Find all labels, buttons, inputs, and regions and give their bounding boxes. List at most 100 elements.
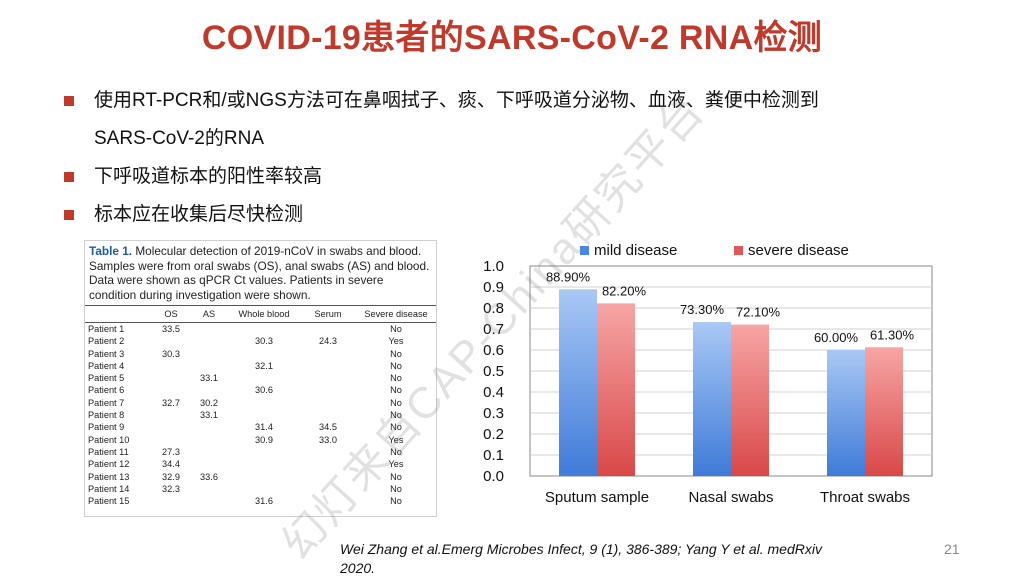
table-cell: 32.7 bbox=[162, 397, 180, 408]
table-cell: 32.9 bbox=[162, 471, 180, 482]
table-cell: No bbox=[390, 385, 402, 396]
chart-labels: 0.0 0.1 0.2 0.3 0.4 0.5 0.6 0.7 0.8 0.9 1.0 88.90% 8… bbox=[483, 258, 914, 506]
data-label: 72.10% bbox=[736, 305, 781, 320]
patient-name-cell: Patient 6 bbox=[88, 385, 125, 396]
table-row: Patient 1 33.5 No bbox=[85, 323, 436, 336]
patient-name-cell: Patient 15 bbox=[88, 496, 130, 507]
y-tick-label: 0.3 bbox=[483, 405, 504, 422]
y-tick-label: 0.9 bbox=[483, 279, 504, 296]
table-cell: 30.3 bbox=[255, 336, 273, 347]
table-row: Patient 14 32.3 No bbox=[85, 483, 436, 495]
patient-name-cell: Patient 11 bbox=[88, 446, 129, 457]
table-cell bbox=[228, 471, 300, 483]
bullet-text: 下呼吸道标本的阳性率较高 bbox=[94, 166, 323, 187]
table-cell: 33.5 bbox=[162, 324, 180, 334]
bullet-item-3: 标本应在收集后尽快检测 bbox=[62, 196, 992, 234]
table-row: Patient 5 33.1 No bbox=[85, 372, 436, 384]
table-cell: 33.1 bbox=[200, 410, 218, 421]
table-cell bbox=[300, 471, 356, 483]
table-cell: No bbox=[390, 422, 402, 433]
legend-label: mild disease bbox=[594, 242, 677, 259]
table-row: Patient 9 31.4 34.5 No bbox=[85, 421, 436, 433]
data-label: 60.00% bbox=[814, 330, 859, 345]
table-cell bbox=[300, 483, 356, 495]
table-row: Patient 15 31.6 No bbox=[85, 495, 436, 507]
table-row: Patient 4 32.1 No bbox=[85, 360, 436, 372]
table-cell: Yes bbox=[388, 434, 404, 445]
table-header-cell: OS bbox=[152, 306, 190, 323]
table-cell bbox=[190, 421, 228, 433]
patient-name-cell: Patient 13 bbox=[88, 471, 130, 482]
bullet-text: SARS-CoV-2的RNA bbox=[94, 128, 264, 149]
table-row: Patient 6 30.6 No bbox=[85, 384, 436, 396]
bar-severe bbox=[865, 347, 903, 476]
table-cell: 31.6 bbox=[255, 496, 273, 507]
patient-name-cell: Patient 5 bbox=[88, 373, 125, 384]
table-body: Patient 1 33.5 No Patient 2 30.3 24.3 Yes Patie… bbox=[85, 323, 436, 508]
table-cell bbox=[300, 372, 356, 384]
patient-name-cell: Patient 9 bbox=[88, 422, 125, 433]
table-cell bbox=[152, 372, 190, 384]
bar-mild bbox=[693, 322, 731, 476]
table-cell: No bbox=[390, 446, 402, 457]
table-cell bbox=[190, 434, 228, 446]
y-tick-label: 0.1 bbox=[483, 447, 504, 464]
y-tick-label: 0.4 bbox=[483, 384, 504, 401]
bar-severe bbox=[597, 303, 635, 476]
table-cell bbox=[228, 372, 300, 384]
bullet-text: 使用RT-PCR和/或NGS方法可在鼻咽拭子、痰、下呼吸道分泌物、血液、粪便中检… bbox=[94, 90, 819, 111]
table-cell bbox=[300, 384, 356, 396]
table-cell bbox=[152, 421, 190, 433]
table-cell: No bbox=[390, 496, 402, 507]
table-cell: No bbox=[390, 410, 402, 421]
chart-legend: mild disease severe disease bbox=[580, 242, 849, 259]
table-cell bbox=[228, 483, 300, 495]
table-cell: 31.4 bbox=[255, 422, 273, 433]
patient-name-cell: Patient 2 bbox=[88, 336, 125, 347]
patient-table: OS AS Whole blood Serum Severe disease Patie… bbox=[85, 306, 436, 507]
table-cell bbox=[228, 348, 300, 360]
table-cell: 30.2 bbox=[200, 397, 218, 408]
x-tick-label: Throat swabs bbox=[820, 489, 910, 506]
table-cell bbox=[190, 446, 228, 458]
data-label: 88.90% bbox=[546, 269, 591, 284]
table-cell bbox=[152, 335, 190, 347]
table-cell: 30.9 bbox=[255, 434, 273, 445]
y-tick-label: 0.8 bbox=[483, 300, 504, 317]
table-row: Patient 8 33.1 No bbox=[85, 409, 436, 421]
table-cell: 24.3 bbox=[319, 336, 337, 347]
table-row: Patient 13 32.9 33.6 No bbox=[85, 471, 436, 483]
table-cell: No bbox=[390, 324, 402, 334]
table-cell: 32.3 bbox=[162, 483, 180, 494]
table-caption-text: Molecular detection of 2019-nCoV in swab… bbox=[89, 244, 430, 302]
slide-title: COVID-19患者的SARS-CoV-2 RNA检测 bbox=[201, 19, 823, 57]
chart-bars bbox=[559, 289, 903, 476]
square-bullet-icon bbox=[64, 96, 74, 106]
bullet-item-1-continuation: SARS-CoV-2的RNA bbox=[62, 120, 992, 158]
patient-name-cell: Patient 4 bbox=[88, 360, 125, 371]
table-cell bbox=[300, 348, 356, 360]
table-cell: No bbox=[390, 397, 402, 408]
table-header-cell: Whole blood bbox=[228, 306, 300, 323]
patient-name-cell: Patient 1 bbox=[88, 324, 125, 334]
table-cell bbox=[228, 409, 300, 421]
table-cell bbox=[152, 409, 190, 421]
table-cell bbox=[228, 397, 300, 409]
table-cell: No bbox=[390, 483, 402, 494]
patient-name-cell: Patient 14 bbox=[88, 483, 130, 494]
citation-line-2: 2020. bbox=[340, 560, 376, 576]
legend-swatch bbox=[734, 246, 743, 255]
y-tick-label: 0.7 bbox=[483, 321, 504, 338]
bullet-item-2: 下呼吸道标本的阳性率较高 bbox=[62, 158, 992, 196]
bar-severe bbox=[731, 324, 769, 476]
table-cell bbox=[300, 409, 356, 421]
table-cell bbox=[190, 360, 228, 372]
table-cell bbox=[228, 458, 300, 470]
y-tick-label: 0.6 bbox=[483, 342, 504, 359]
citation-line-1: Wei Zhang et al.Emerg Microbes Infect, 9… bbox=[340, 541, 822, 557]
table-cell bbox=[190, 323, 228, 336]
bullet-text: 标本应在收集后尽快检测 bbox=[94, 204, 304, 225]
table-cell bbox=[152, 384, 190, 396]
patient-name-cell: Patient 12 bbox=[88, 459, 130, 470]
table-cell bbox=[190, 495, 228, 507]
